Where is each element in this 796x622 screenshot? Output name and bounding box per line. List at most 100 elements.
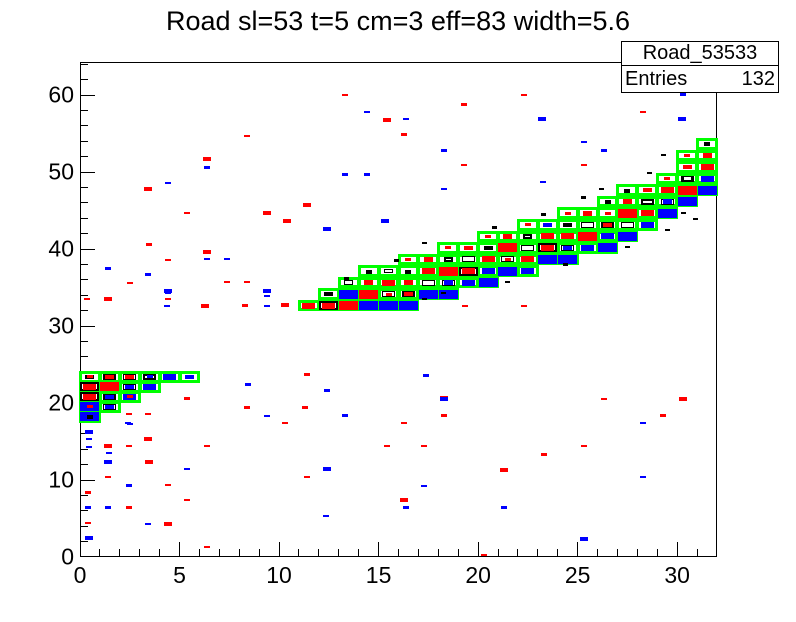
noise-marker	[520, 304, 527, 308]
y-axis-tick	[81, 140, 88, 142]
hit-marker	[461, 256, 475, 263]
hit-marker	[423, 257, 433, 262]
noise-marker	[163, 521, 172, 526]
noise-marker	[421, 484, 428, 488]
x-axis-label: 25	[564, 562, 591, 588]
noise-marker	[164, 297, 171, 301]
x-axis-tick	[119, 549, 121, 556]
road-cell	[516, 265, 539, 277]
noise-marker	[646, 171, 652, 175]
hit-marker	[359, 301, 379, 311]
noise-marker	[660, 153, 666, 157]
noise-marker	[144, 412, 151, 416]
noise-marker	[204, 444, 211, 448]
hit-marker	[421, 279, 435, 286]
noise-marker	[144, 273, 151, 276]
hit-marker	[421, 268, 435, 274]
noise-marker	[244, 406, 251, 409]
hit-marker	[561, 233, 575, 240]
noise-marker	[323, 389, 330, 392]
noise-marker	[363, 110, 370, 114]
hit-marker	[461, 279, 475, 286]
hit-marker	[581, 221, 595, 228]
noise-marker	[164, 291, 171, 295]
noise-marker	[440, 291, 446, 295]
hit-marker	[105, 394, 115, 400]
y-axis-label: 40	[48, 235, 74, 262]
noise-marker	[660, 414, 667, 417]
noise-marker	[104, 506, 111, 509]
road-cell	[696, 161, 718, 173]
y-axis-tick	[81, 202, 88, 204]
noise-marker	[264, 304, 271, 308]
x-axis-tick	[179, 542, 181, 556]
noise-marker	[103, 297, 112, 302]
road-cell	[178, 371, 201, 383]
x-axis-tick	[298, 549, 300, 556]
noise-marker	[86, 445, 93, 449]
noise-marker	[563, 263, 569, 266]
hit-marker	[443, 280, 453, 285]
noise-marker	[164, 258, 171, 262]
noise-marker	[382, 117, 391, 122]
noise-marker	[383, 444, 390, 448]
noise-marker	[580, 163, 587, 167]
hit-marker	[524, 223, 531, 227]
x-axis-tick	[696, 549, 698, 556]
noise-marker	[459, 273, 465, 277]
noise-marker	[500, 468, 508, 472]
hit-marker	[660, 187, 674, 194]
y-axis-label: 10	[48, 466, 74, 493]
noise-marker	[640, 421, 647, 425]
road-cell	[696, 172, 718, 185]
road-cell	[696, 149, 718, 162]
noise-marker	[421, 241, 427, 245]
y-axis-tick	[81, 171, 95, 173]
noise-marker	[203, 156, 212, 161]
hit-marker	[521, 268, 535, 274]
noise-marker	[283, 219, 292, 224]
hit-marker	[382, 279, 396, 286]
hit-marker	[405, 257, 412, 261]
hit-marker	[365, 269, 372, 274]
y-axis-tick	[81, 541, 88, 543]
hit-marker	[398, 301, 418, 311]
hit-marker	[581, 244, 595, 251]
hit-marker	[704, 142, 711, 147]
noise-marker	[624, 245, 630, 248]
hit-marker	[541, 233, 555, 240]
noise-marker	[263, 289, 272, 294]
noise-marker	[380, 219, 389, 224]
noise-marker	[322, 514, 329, 518]
noise-marker	[422, 374, 429, 377]
stats-entries-row: Entries 132	[622, 66, 778, 92]
x-axis-tick	[437, 549, 439, 556]
hit-marker	[125, 374, 135, 380]
hit-marker	[379, 301, 399, 311]
noise-marker	[491, 226, 497, 229]
hit-marker	[640, 198, 654, 205]
hit-marker	[324, 291, 334, 297]
noise-marker	[125, 444, 132, 448]
noise-marker	[581, 196, 587, 199]
noise-marker	[441, 187, 448, 191]
noise-marker	[281, 303, 290, 308]
noise-marker	[461, 103, 468, 106]
hit-marker	[443, 257, 453, 262]
noise-marker	[341, 93, 348, 97]
hit-marker	[86, 375, 93, 379]
hit-marker	[640, 210, 654, 217]
x-axis-tick	[338, 549, 340, 556]
y-axis-tick	[81, 294, 88, 296]
road-cell	[138, 381, 161, 393]
hit-marker	[498, 266, 518, 276]
x-axis-tick	[159, 549, 161, 556]
hit-marker	[359, 289, 379, 299]
noise-marker	[224, 280, 231, 284]
y-axis-tick	[81, 479, 95, 481]
hit-marker	[682, 164, 692, 170]
hit-marker	[504, 257, 511, 261]
hit-marker	[364, 280, 374, 285]
noise-marker	[441, 149, 448, 152]
noise-marker	[344, 277, 350, 280]
